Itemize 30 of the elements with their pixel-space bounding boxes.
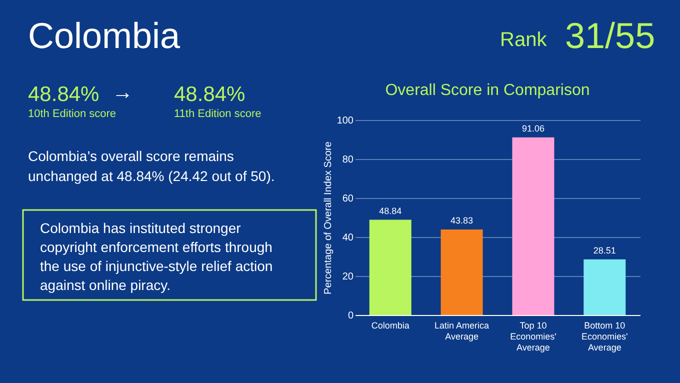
x-tick-label: Latin America Average <box>434 320 490 342</box>
text: 10th Edition score <box>28 108 116 120</box>
x-tick-label: Bottom 10 Economies' Average <box>582 320 628 352</box>
x-tick-label: Top 10 Economies' Average <box>510 320 557 352</box>
text: → <box>112 81 133 104</box>
text: 48.84% <box>174 83 246 106</box>
y-tick-label: 60 <box>342 194 354 204</box>
text: 48.84% <box>28 83 100 106</box>
text: Colombia’s overall score remains unchanged at 48.84% (24.42 out of 50). <box>28 148 275 184</box>
data-label: 48.84 <box>379 206 402 216</box>
data-label: 91.06 <box>522 123 544 134</box>
y-tick-label: 80 <box>342 154 354 166</box>
bar <box>440 230 483 315</box>
bar <box>369 220 412 315</box>
text: 11th Edition score <box>174 108 262 120</box>
x-tick-label: Colombia <box>371 320 410 330</box>
text: Colombia <box>28 15 182 56</box>
text: Rank <box>500 29 548 51</box>
y-tick-label: 20 <box>342 272 354 282</box>
data-label: 43.83 <box>450 216 474 226</box>
chart-title: Overall Score in Comparison <box>385 82 590 99</box>
bar <box>512 137 554 315</box>
y-tick-label: 100 <box>336 116 354 126</box>
text: 31/55 <box>565 15 656 56</box>
text: Colombia has instituted stronger copyright enforcement efforts through the use of injunctive-style relief action against online piracy. <box>40 220 273 293</box>
data-label: 28.51 <box>593 245 616 256</box>
y-tick-label: 40 <box>342 232 354 244</box>
bar <box>584 259 626 315</box>
y-axis-title: Percentage of Overall Index Score <box>322 141 334 294</box>
y-tick-label: 0 <box>348 310 354 322</box>
